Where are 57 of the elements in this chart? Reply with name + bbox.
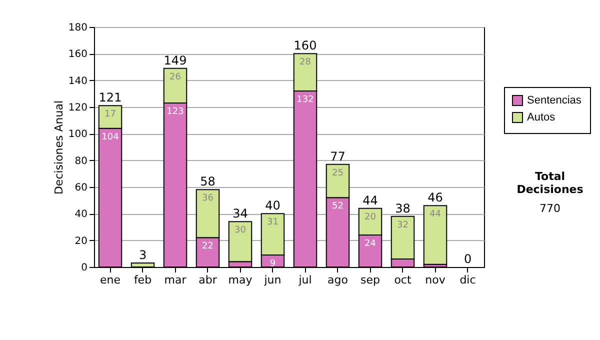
x-tick-label: abr: [198, 274, 218, 286]
y-tick-label: 80: [74, 156, 88, 167]
data-label: 52: [332, 202, 344, 212]
data-label: 26: [170, 72, 182, 82]
bar: [423, 205, 448, 265]
total-label: 3: [138, 248, 147, 262]
data-label: 30: [234, 226, 246, 236]
data-label: 31: [267, 218, 278, 228]
data-label: 28: [300, 58, 312, 68]
total-label: 38: [395, 201, 410, 216]
y-tick-label: 60: [74, 182, 88, 194]
y-tick-label: 140: [68, 76, 88, 87]
x-tick-label: ago: [328, 274, 348, 286]
total-label: 46: [428, 190, 443, 205]
data-label: 20: [364, 212, 376, 222]
x-tick-label: mar: [164, 274, 187, 286]
total-label: 34: [232, 206, 248, 221]
total-label: 0: [464, 252, 472, 266]
total-label: 44: [362, 193, 378, 208]
x-tick-label: jul: [298, 274, 312, 286]
y-tick-label: 120: [68, 102, 88, 114]
total-label: 58: [200, 174, 216, 189]
x-tick-label: feb: [134, 274, 152, 286]
data-label: 36: [202, 194, 214, 204]
data-label: 22: [202, 242, 214, 252]
data-label: 17: [104, 110, 116, 120]
x-tick-label: dic: [460, 274, 476, 286]
total-label: 77: [330, 149, 346, 164]
data-label: 132: [296, 95, 314, 105]
y-tick-label: 100: [68, 129, 88, 140]
text: 770: [538, 202, 562, 215]
legend-label: Sentencias: [527, 94, 582, 106]
y-tick-label: 20: [74, 236, 88, 247]
total-label: 121: [98, 90, 122, 105]
data-label: 25: [332, 168, 344, 178]
y-tick-label: 160: [68, 49, 88, 60]
y-tick-label: 180: [68, 22, 88, 34]
total-label: 40: [265, 198, 280, 213]
x-tick-label: oct: [394, 274, 412, 286]
y-tick-label: 40: [74, 209, 88, 220]
x-tick-label: jun: [263, 274, 282, 286]
data-label: 104: [102, 132, 120, 142]
x-tick-label: sep: [360, 274, 380, 286]
x-tick-label: nov: [425, 274, 446, 286]
y-axis-title: Decisiones Anual: [52, 100, 66, 195]
legend-label: Autos: [527, 112, 556, 124]
data-label: 123: [166, 107, 184, 117]
y-tick-label: 0: [81, 262, 88, 274]
data-label: 44: [430, 210, 442, 220]
data-label: 32: [397, 220, 408, 230]
x-tick-label: may: [228, 274, 253, 286]
total-label: 149: [164, 53, 187, 68]
data-label: 9: [270, 259, 276, 269]
x-tick-label: ene: [100, 274, 121, 286]
data-label: 24: [364, 239, 376, 249]
total-label: 160: [294, 38, 317, 53]
text: Total Decisiones: [516, 170, 584, 196]
